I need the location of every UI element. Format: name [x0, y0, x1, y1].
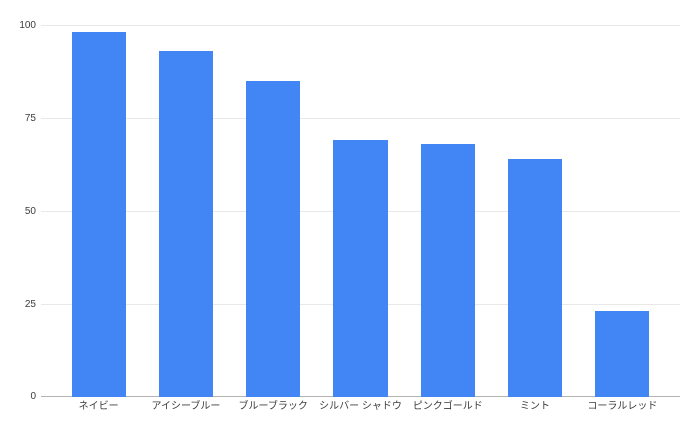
x-tick-label: ネイビー — [78, 401, 119, 412]
bar-column — [230, 25, 317, 397]
x-tick-label: シルバー シャドウ — [319, 401, 402, 412]
y-axis: 0 25 50 75 100 — [0, 20, 36, 402]
bar-column — [317, 25, 404, 397]
bar-4[interactable] — [333, 140, 388, 397]
y-tick-label: 0 — [30, 391, 36, 402]
bar-7[interactable] — [595, 311, 650, 397]
bar-series — [55, 25, 666, 397]
bar-3[interactable] — [246, 80, 301, 397]
x-tick-label: アイシーブルー — [151, 401, 221, 412]
bar-column — [142, 25, 229, 397]
bar-column — [404, 25, 491, 397]
y-tick-label: 100 — [19, 20, 36, 31]
bar-1[interactable] — [71, 32, 126, 397]
x-tick-label: コーラルレッド — [587, 401, 658, 412]
y-tick-label: 75 — [24, 113, 36, 124]
x-tick-label: ブルーブラック — [238, 401, 308, 412]
bar-column — [55, 25, 142, 397]
bar-6[interactable] — [507, 158, 563, 397]
y-tick-label: 25 — [24, 299, 36, 310]
bar-column — [579, 25, 666, 397]
x-tick-label: ピンクゴールド — [412, 401, 483, 412]
gridline-100 — [41, 25, 680, 26]
bar-5[interactable] — [420, 144, 475, 397]
y-tick-label: 50 — [24, 206, 36, 217]
x-axis: ネイビー アイシーブルー ブルーブラック シルバー シャドウ ピンクゴールド ミント コーラ… — [55, 400, 666, 414]
plot-area — [41, 25, 680, 397]
bar-2[interactable] — [158, 51, 213, 397]
gridline-75 — [41, 118, 680, 119]
x-tick-label: ミント — [520, 401, 551, 412]
bar-column — [491, 25, 578, 397]
